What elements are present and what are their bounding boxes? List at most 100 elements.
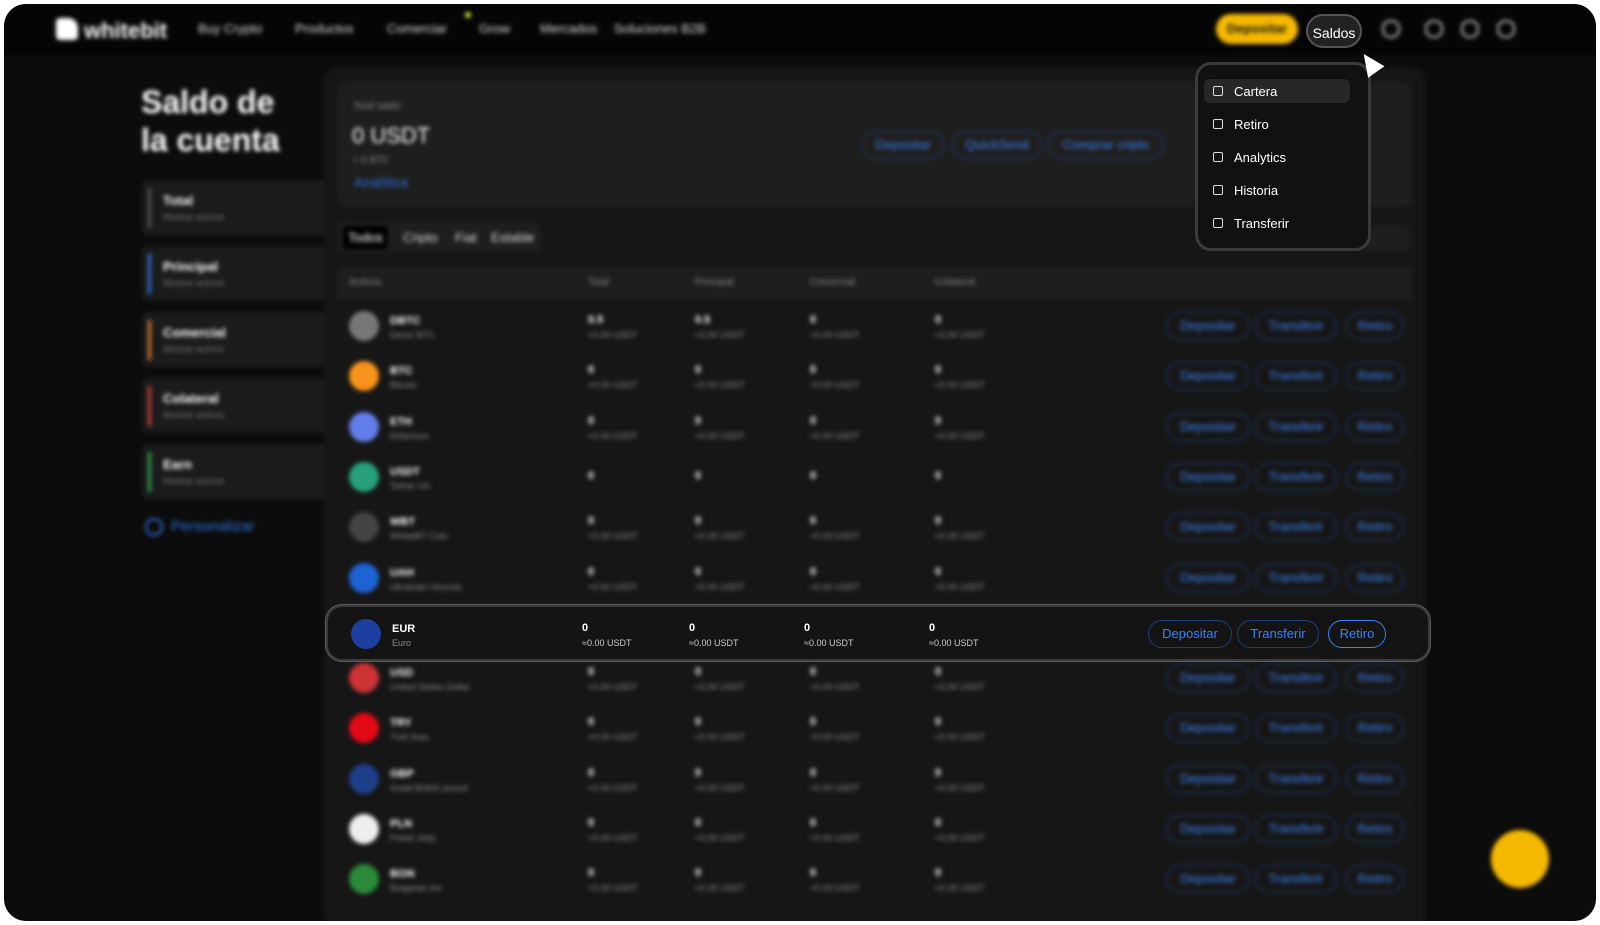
balance-usdt: ≈0.00 USDT — [588, 833, 638, 843]
nav-item[interactable]: Soluciones B2B — [614, 21, 706, 36]
row-action[interactable]: Retiro — [1346, 312, 1404, 340]
account-card[interactable]: Comercial Mostrar activos — [142, 312, 326, 367]
highlighted-row[interactable]: EUR Euro 0 ≈0.00 USDT 0 ≈0.00 USDT 0 ≈0.00 USDT… — [326, 605, 1430, 661]
screen: whitebit Buy Crypto Productos Comerciar Grow… — [4, 4, 1596, 921]
account-card[interactable]: Colateral Mostrar activos — [142, 378, 326, 433]
nav-item[interactable]: Comerciar — [387, 21, 447, 36]
row-action[interactable]: Retiro — [1346, 764, 1404, 793]
chat-button[interactable] — [1491, 830, 1549, 888]
dropdown-label: Analytics — [1234, 150, 1287, 165]
row-action[interactable]: Transferir — [1255, 714, 1337, 743]
asset-name: United States Dollar — [390, 682, 471, 693]
row-action[interactable]: Retiro — [1346, 865, 1404, 894]
row-action[interactable]: Depositar — [1166, 764, 1250, 793]
logo[interactable]: whitebit — [84, 18, 168, 43]
filter-tab[interactable]: Estable — [491, 230, 535, 245]
nav-item[interactable]: Buy Crypto — [198, 21, 263, 36]
balance-amount: 0 — [810, 817, 817, 829]
row-action[interactable]: Transferir — [1255, 664, 1337, 693]
asset-row[interactable]: USDT Tether US 0 0 0 0 Depositar Transferir Reti… — [338, 452, 1412, 503]
account-bar — [148, 452, 151, 492]
row-action[interactable]: Retiro — [1346, 362, 1404, 391]
row-action[interactable]: Depositar — [1166, 513, 1250, 542]
row-action[interactable]: Transferir — [1255, 412, 1337, 441]
summary-button[interactable]: Depositar — [862, 131, 944, 159]
row-action[interactable]: Retiro — [1346, 412, 1404, 441]
asset-row[interactable]: BTC Bitcoin 0 ≈0.00 USDT 0 ≈0.00 USDT 0 ≈0.00 U… — [338, 351, 1412, 403]
asset-name: Ukrainian Hryvnia — [390, 581, 462, 592]
asset-icon — [349, 512, 379, 543]
dropdown-item[interactable]: Analytics — [1204, 145, 1350, 169]
nav-icon[interactable] — [1425, 20, 1443, 38]
filter-tab[interactable]: Cripto — [403, 230, 438, 245]
row-action[interactable]: Depositar — [1166, 462, 1250, 491]
asset-row[interactable]: GBP Great British pound 0 ≈0.00 USDT 0 ≈0.00 … — [338, 754, 1412, 805]
column-header[interactable]: Comercial — [810, 277, 856, 288]
row-action[interactable]: Retiro — [1346, 664, 1404, 693]
asset-row[interactable]: WBT WhiteBIT Coin 0 ≈0.00 USDT 0 ≈0.00 USDT 0 ≈… — [338, 502, 1412, 554]
row-action[interactable]: Depositar — [1166, 412, 1250, 441]
customize-link[interactable]: Personalizar — [171, 518, 255, 535]
row-action[interactable]: Depositar — [1166, 563, 1250, 592]
nav-item[interactable]: Grow — [479, 21, 511, 36]
dropdown-item[interactable]: Transferir — [1204, 211, 1350, 235]
deposit-button[interactable]: Depositar — [1216, 14, 1298, 44]
row-action[interactable]: Transferir — [1255, 312, 1337, 340]
logo-icon[interactable] — [56, 18, 78, 40]
row-action[interactable]: Retiro — [1328, 620, 1386, 648]
row-action[interactable]: Depositar — [1166, 362, 1250, 391]
asset-row[interactable]: PLN Polish zloty 0 ≈0.00 USDT 0 ≈0.00 USDT 0 ≈0… — [338, 804, 1412, 855]
analytics-link[interactable]: Analítica — [354, 174, 408, 190]
asset-row[interactable]: TRY Türk lirası 0 ≈0.00 USDT 0 ≈0.00 USDT 0 ≈0.… — [338, 703, 1412, 755]
row-action[interactable]: Retiro — [1346, 462, 1404, 491]
nav-item[interactable]: Mercados — [540, 21, 598, 36]
filter-tab[interactable]: Todos — [343, 226, 388, 249]
column-header[interactable]: Total — [588, 277, 610, 288]
asset-row[interactable]: USD United States Dollar 0 ≈0.00 USDT 0 ≈0.00… — [338, 653, 1412, 705]
row-action[interactable]: Depositar — [1166, 865, 1250, 894]
row-action[interactable]: Depositar — [1166, 815, 1250, 843]
column-header[interactable]: Colateral — [935, 277, 976, 288]
nav-icon[interactable] — [1497, 20, 1515, 38]
account-card[interactable]: Total Mostrar activos — [142, 180, 326, 235]
row-action[interactable]: Retiro — [1346, 563, 1404, 592]
row-action[interactable]: Transferir — [1255, 513, 1337, 542]
row-action[interactable]: Transferir — [1255, 815, 1337, 843]
row-action[interactable]: Retiro — [1346, 815, 1404, 843]
nav-icon[interactable] — [1461, 20, 1479, 38]
column-header[interactable]: Activos — [349, 277, 382, 288]
asset-row[interactable]: ETH Ethereum 0 ≈0.00 USDT 0 ≈0.00 USDT 0 ≈0.00 … — [338, 402, 1412, 453]
row-action[interactable]: Transferir — [1255, 462, 1337, 491]
dropdown-item[interactable]: Historia — [1204, 178, 1350, 202]
account-name: Earn — [163, 457, 192, 472]
row-action[interactable]: Transferir — [1237, 620, 1319, 648]
balances-button[interactable]: Saldos — [1306, 14, 1362, 48]
filter-tab[interactable]: Fiat — [455, 230, 477, 245]
row-action[interactable]: Transferir — [1255, 764, 1337, 793]
summary-button[interactable]: QuickSend — [952, 131, 1042, 159]
row-action[interactable]: Transferir — [1255, 865, 1337, 894]
dropdown-label: Historia — [1234, 183, 1279, 198]
row-action[interactable]: Transferir — [1255, 563, 1337, 592]
table-header — [338, 267, 1412, 299]
nav-icon[interactable] — [1382, 20, 1400, 38]
row-action[interactable]: Retiro — [1346, 714, 1404, 743]
row-action[interactable]: Depositar — [1148, 620, 1232, 648]
asset-row[interactable]: DBTC Demo BTC 0.5 ≈0.00 USDT 0.5 ≈0.00 USDT 0 ≈… — [338, 301, 1412, 352]
balance-amount: 0 — [810, 515, 817, 528]
account-sub: Mostrar activos — [163, 212, 225, 222]
nav-item[interactable]: Productos — [295, 21, 354, 36]
row-action[interactable]: Depositar — [1166, 664, 1250, 693]
account-card[interactable]: Earn Mostrar activos — [142, 444, 326, 499]
summary-button[interactable]: Comprar cripto — [1048, 131, 1164, 159]
row-action[interactable]: Depositar — [1166, 312, 1250, 340]
row-action[interactable]: Retiro — [1346, 513, 1404, 542]
column-header[interactable]: Principal — [695, 277, 734, 288]
account-card[interactable]: Principal Mostrar activos — [142, 246, 326, 301]
dropdown-item[interactable]: Retiro — [1204, 112, 1350, 136]
asset-row[interactable]: BGN Bulgarian lev 0 ≈0.00 USDT 0 ≈0.00 USDT 0 ≈… — [338, 854, 1412, 906]
dropdown-item[interactable]: Cartera — [1204, 79, 1350, 103]
row-action[interactable]: Depositar — [1166, 714, 1250, 743]
row-action[interactable]: Transferir — [1255, 362, 1337, 391]
asset-row[interactable]: UAH Ukrainian Hryvnia 0 ≈0.00 USDT 0 ≈0.00 US… — [338, 553, 1412, 604]
